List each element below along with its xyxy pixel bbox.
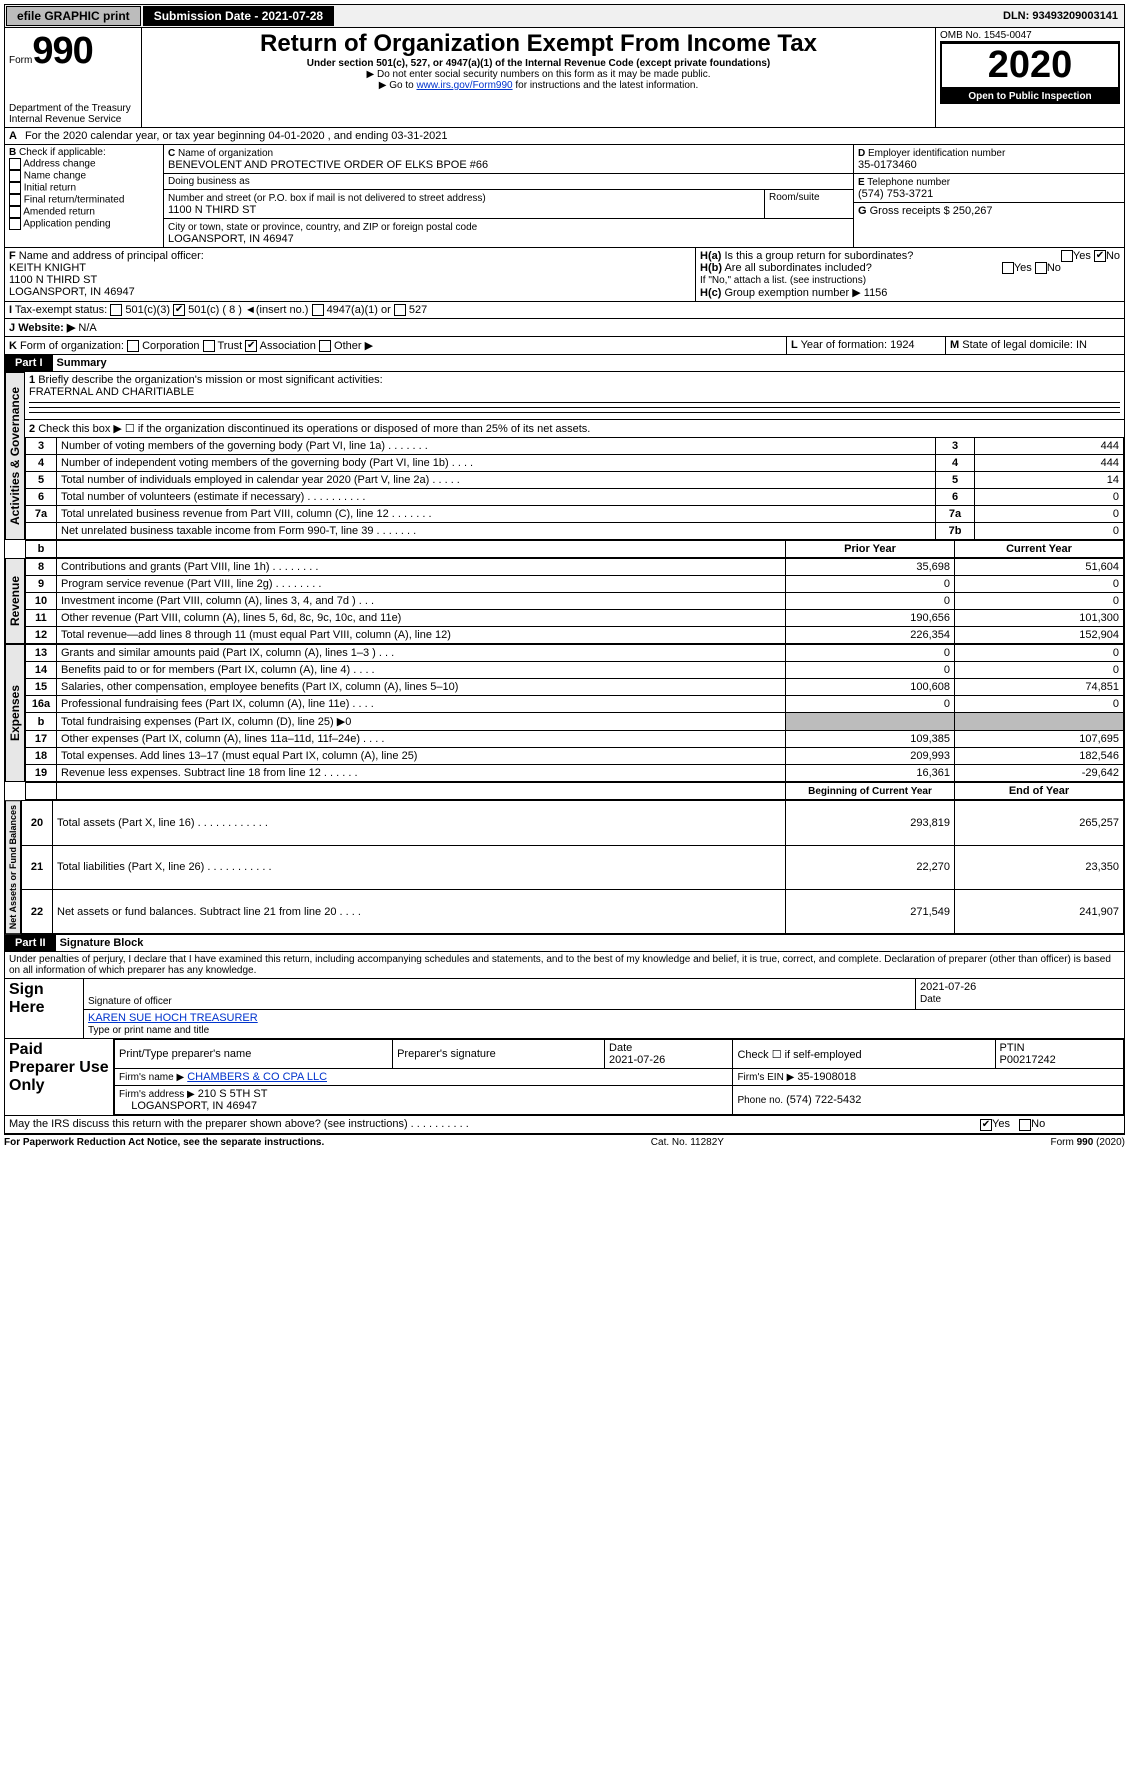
table-ag: 3Number of voting members of the governi… [25, 437, 1124, 540]
g-label: Gross receipts $ [870, 205, 950, 217]
website: N/A [78, 322, 96, 334]
ha-label: Is this a group return for subordinates? [724, 250, 913, 262]
org-name: BENEVOLENT AND PROTECTIVE ORDER OF ELKS … [168, 159, 488, 171]
officer-block: F Name and address of principal officer:… [4, 248, 1125, 302]
col-header-2: Beginning of Current Year End of Year [25, 782, 1124, 800]
sig-label: Signature of officer [88, 996, 172, 1007]
line-klm: K Form of organization: Corporation Trus… [4, 337, 1125, 355]
subtitle-3: Go to www.irs.gov/Form990 for instructio… [144, 80, 933, 91]
subtitle-1: Under section 501(c), 527, or 4947(a)(1)… [144, 58, 933, 69]
city: LOGANSPORT, IN 46947 [168, 233, 294, 245]
part-ii-header: Part II Signature Block [4, 935, 1125, 952]
gross-receipts: 250,267 [953, 205, 993, 217]
irs-link[interactable]: www.irs.gov/Form990 [416, 80, 512, 91]
hc-val: 1156 [864, 287, 888, 299]
dln-label: DLN: 93493209003141 [1003, 10, 1124, 22]
footer: For Paperwork Reduction Act Notice, see … [4, 1134, 1125, 1148]
sign-here-label: Sign Here [5, 979, 84, 1038]
hb-note: If "No," attach a list. (see instruction… [700, 275, 866, 286]
f-label: Name and address of principal officer: [19, 250, 204, 262]
open-inspection: Open to Public Inspection [940, 89, 1120, 104]
phone: (574) 753-3721 [858, 188, 933, 200]
form-header: Form990 Department of the TreasuryIntern… [4, 28, 1125, 128]
hb-label: Are all subordinates included? [724, 262, 871, 274]
col-header: b Prior Year Current Year [25, 540, 1124, 558]
cb-amended[interactable]: Amended return [23, 207, 95, 218]
d-label: Employer identification number [868, 148, 1005, 159]
form-number: 990 [32, 30, 92, 72]
room-label: Room/suite [765, 190, 853, 218]
b-label: Check if applicable: [19, 147, 106, 158]
line-j: J Website: ▶ N/A [4, 319, 1125, 337]
sign-block: Sign Here Signature of officer 2021-07-2… [4, 979, 1125, 1039]
ein: 35-0173460 [858, 159, 917, 171]
paid-label: Paid Preparer Use Only [5, 1039, 114, 1115]
form-prefix: Form [9, 55, 32, 66]
cb-pending[interactable]: Application pending [23, 219, 110, 230]
cb-final[interactable]: Final return/terminated [24, 195, 125, 206]
hc-label: Group exemption number ▶ [724, 287, 860, 299]
omb-label: OMB No. 1545-0047 [940, 30, 1120, 42]
c-name-label: Name of organization [178, 148, 273, 159]
table-exp: 13Grants and similar amounts paid (Part … [25, 644, 1124, 782]
subtitle-2: Do not enter social security numbers on … [144, 69, 933, 80]
officer-addr2: LOGANSPORT, IN 46947 [9, 286, 135, 298]
line-a: A For the 2020 calendar year, or tax yea… [4, 128, 1125, 145]
cb-address[interactable]: Address change [23, 159, 95, 170]
perjury-text: Under penalties of perjury, I declare th… [5, 952, 1124, 978]
e-label: Telephone number [867, 177, 950, 188]
cb-namechg[interactable]: Name change [24, 171, 86, 182]
city-label: City or town, state or province, country… [168, 222, 477, 233]
cb-initial[interactable]: Initial return [24, 183, 76, 194]
table-rev: 8Contributions and grants (Part VIII, li… [25, 558, 1124, 644]
part-i-header: Part I Summary [4, 355, 1125, 372]
submission-date-btn[interactable]: Submission Date - 2021-07-28 [143, 6, 334, 26]
signer-name[interactable]: KAREN SUE HOCH TREASURER [88, 1012, 258, 1024]
tax-year: 2020 [940, 42, 1120, 89]
sign-date: 2021-07-26 [920, 981, 976, 993]
q1-label: Briefly describe the organization's miss… [38, 374, 382, 386]
paid-preparer-block: Paid Preparer Use Only Print/Type prepar… [4, 1039, 1125, 1116]
side-ag: Activities & Governance [5, 372, 25, 540]
form-title: Return of Organization Exempt From Incom… [144, 30, 933, 58]
dba-label: Doing business as [164, 174, 853, 190]
side-na: Net Assets or Fund Balances [5, 800, 21, 934]
side-exp: Expenses [5, 644, 25, 782]
entity-block: B Check if applicable: Address change Na… [4, 145, 1125, 248]
side-rev: Revenue [5, 558, 25, 644]
topbar: efile GRAPHIC print Submission Date - 20… [4, 4, 1125, 28]
officer-name: KEITH KNIGHT [9, 262, 86, 274]
q2-text: Check this box ▶ ☐ if the organization d… [38, 423, 590, 435]
street-label: Number and street (or P.O. box if mail i… [168, 193, 486, 204]
officer-addr1: 1100 N THIRD ST [9, 274, 97, 286]
mission: FRATERNAL AND CHARITIABLE [29, 386, 194, 398]
table-na: 20Total assets (Part X, line 16) . . . .… [21, 800, 1124, 934]
street: 1100 N THIRD ST [168, 204, 256, 216]
firm-name[interactable]: CHAMBERS & CO CPA LLC [187, 1071, 327, 1083]
efile-btn[interactable]: efile GRAPHIC print [6, 6, 141, 26]
discuss-row: May the IRS discuss this return with the… [4, 1116, 1125, 1133]
line-i: I Tax-exempt status: 501(c)(3) 501(c) ( … [4, 302, 1125, 319]
dept-label: Department of the TreasuryInternal Reven… [9, 103, 137, 125]
